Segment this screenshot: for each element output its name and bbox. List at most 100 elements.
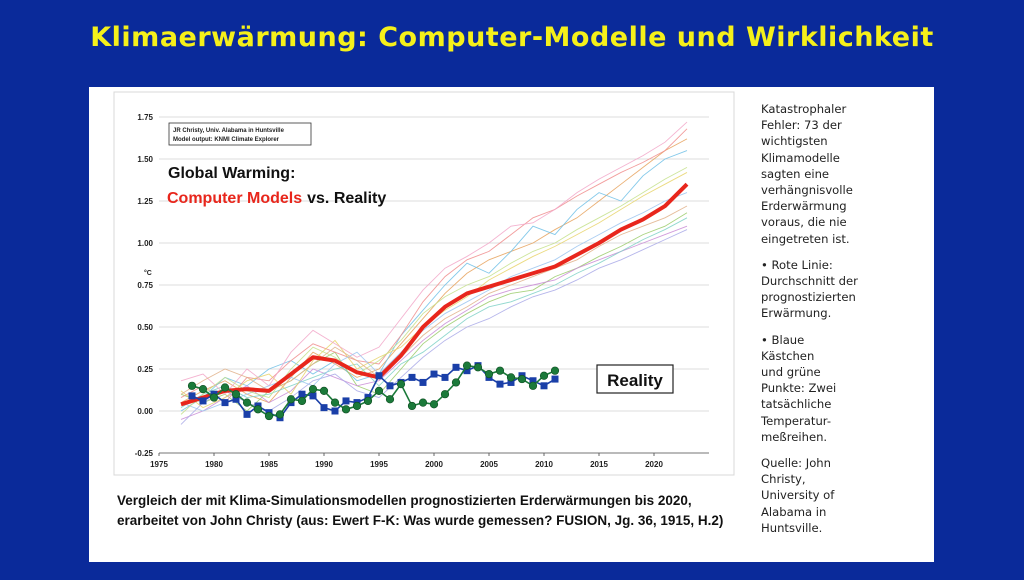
satellite-line xyxy=(191,364,556,417)
note-red-line: • Rote Linie: Durchschnitt der prognosti… xyxy=(761,257,858,321)
balloon-point xyxy=(309,392,317,400)
satellite-point xyxy=(550,366,560,375)
balloon-point xyxy=(386,382,394,390)
y-axis-label: °C xyxy=(144,269,152,277)
balloon-point xyxy=(452,363,460,371)
satellite-point xyxy=(385,395,395,404)
figure-caption: Vergleich der mit Klima-Simulationsmodel… xyxy=(117,493,724,528)
satellite-point xyxy=(209,393,219,402)
reality-label: Reality xyxy=(607,371,663,390)
note-blue-green: • Blaue Kästchen und grüne Punkte: Zwei … xyxy=(761,332,837,444)
y-tick-label: 1.50 xyxy=(137,155,153,164)
chart: 1.75 1.50 1.25 1.00 0.75 0.50 0.25 0.00 -0.25 197… xyxy=(113,91,735,476)
satellite-point xyxy=(418,398,428,407)
y-tick-label: 0.75 xyxy=(137,281,153,290)
satellite-point xyxy=(198,385,208,394)
y-tick-label: 1.25 xyxy=(137,197,153,206)
satellite-point xyxy=(352,401,362,411)
balloon-point xyxy=(342,397,350,405)
note-catastrophic-error: Katastrophaler Fehler: 73 der wichtigste… xyxy=(761,102,853,246)
balloon-point xyxy=(430,370,438,378)
model-run-line xyxy=(180,217,688,409)
balloon-point xyxy=(320,404,328,412)
satellite-point xyxy=(517,374,527,384)
y-tick-label: 1.00 xyxy=(137,239,153,248)
satellite-point xyxy=(242,398,252,407)
satellite-point xyxy=(220,383,230,392)
satellite-point xyxy=(374,386,384,395)
model-average-line xyxy=(180,182,689,407)
x-tick-label: 1985 xyxy=(260,460,278,469)
model-run-line xyxy=(180,212,688,412)
balloon-point xyxy=(419,378,427,386)
balloon-point xyxy=(441,373,449,381)
satellite-point xyxy=(539,371,549,380)
balloon-point xyxy=(243,410,251,418)
balloon-point xyxy=(496,380,504,388)
model-run-line xyxy=(180,121,688,395)
note-source: Quelle: John Christy, University of Alab… xyxy=(761,456,835,535)
y-tick-label: -0.25 xyxy=(135,449,154,458)
satellite-point xyxy=(451,378,461,387)
satellite-point xyxy=(286,395,296,404)
chart-title-red: Computer Models xyxy=(167,190,302,207)
satellite-point xyxy=(253,405,263,414)
slide-title: Klimaerwärmung: Computer-Modelle und Wir… xyxy=(90,22,934,53)
figure-panel: 1.75 1.50 1.25 1.00 0.75 0.50 0.25 0.00 -0.25 197… xyxy=(89,87,934,562)
x-tick-label: 2000 xyxy=(425,460,443,469)
chart-title-line-1: Global Warming: xyxy=(168,165,295,182)
balloon-point xyxy=(551,375,559,383)
satellite-point xyxy=(429,400,439,409)
balloon-point xyxy=(298,390,306,398)
chart-title-line-2: Computer Models vs. Reality xyxy=(167,190,386,207)
reality-label-box: Reality xyxy=(596,364,674,394)
model-run-line xyxy=(180,225,688,420)
x-tick-label: 2015 xyxy=(590,460,608,469)
satellite-point xyxy=(440,390,450,399)
balloon-point xyxy=(375,372,383,380)
model-run-line xyxy=(180,138,688,404)
y-tick-label: 0.50 xyxy=(137,323,153,332)
satellite-point xyxy=(330,398,340,407)
satellite-point xyxy=(396,380,406,389)
satellite-point xyxy=(462,361,472,370)
balloon-line xyxy=(191,364,556,419)
y-tick-label: 1.75 xyxy=(137,113,153,122)
x-tick-label: 1990 xyxy=(315,460,333,469)
balloon-point xyxy=(507,378,515,386)
balloon-point xyxy=(331,407,339,415)
satellite-point xyxy=(495,366,505,375)
x-tick-label: 1975 xyxy=(150,460,168,469)
satellite-point xyxy=(264,411,274,421)
satellite-point xyxy=(187,381,197,390)
y-tick-label: 0.25 xyxy=(137,365,153,374)
x-tick-label: 2005 xyxy=(480,460,498,469)
model-run-line xyxy=(180,150,688,412)
x-tick-label: 2010 xyxy=(535,460,553,469)
balloon-point xyxy=(199,397,207,405)
x-tick-label: 1995 xyxy=(370,460,388,469)
balloon-point xyxy=(463,367,471,375)
balloon-point xyxy=(408,373,416,381)
x-tick-label: 2020 xyxy=(645,460,663,469)
side-notes: Katastrophaler Fehler: 73 der wichtigste… xyxy=(761,101,926,546)
source-note-line-2: Model output: KNMI Climate Explorer xyxy=(173,137,280,143)
satellite-point xyxy=(363,396,373,406)
model-run-line xyxy=(180,192,688,412)
balloon-point xyxy=(188,392,196,400)
satellite-point xyxy=(275,410,285,419)
satellite-point xyxy=(341,405,351,414)
chart-title-rest: vs. Reality xyxy=(307,190,386,207)
satellite-point xyxy=(407,401,417,411)
satellite-point xyxy=(308,385,318,394)
balloon-point xyxy=(221,399,229,407)
satellite-point xyxy=(231,390,241,399)
x-tick-label: 1980 xyxy=(205,460,223,469)
model-run-line xyxy=(180,128,688,404)
satellite-point xyxy=(297,396,307,406)
source-note-line-1: JR Christy, Univ. Alabama in Huntsville xyxy=(173,128,285,134)
y-tick-label: 0.00 xyxy=(137,407,153,416)
satellite-point xyxy=(506,373,516,382)
satellite-point xyxy=(473,363,483,372)
balloon-point xyxy=(529,377,537,385)
